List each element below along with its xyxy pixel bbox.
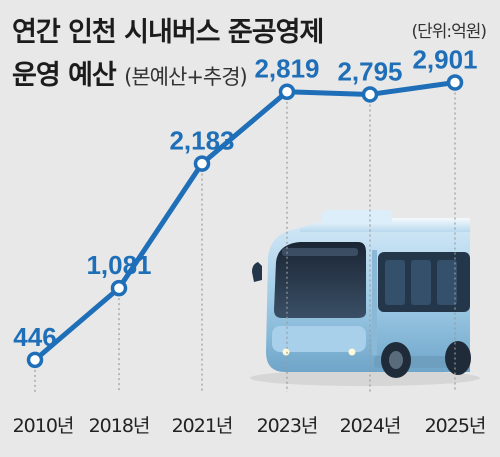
series-line xyxy=(32,79,458,363)
data-label: 1,081 xyxy=(86,250,151,280)
data-label: 2,819 xyxy=(254,54,319,84)
x-tick-label: 2018년 xyxy=(89,415,150,437)
x-tick-label: 2021년 xyxy=(172,415,233,437)
unit-label: (단위:억원) xyxy=(411,22,487,42)
data-label: 446 xyxy=(13,322,56,352)
x-tick-label: 2025년 xyxy=(425,415,486,437)
data-point xyxy=(193,155,211,172)
chart-subtitle: 운영 예산 (본예산+추경) xyxy=(12,53,248,92)
subtitle-note: (본예산+추경) xyxy=(124,65,248,89)
data-point xyxy=(278,83,296,100)
bus-illustration xyxy=(250,210,480,386)
data-label: 2,901 xyxy=(412,44,477,74)
subtitle-main: 운영 예산 xyxy=(12,60,117,91)
data-point xyxy=(361,86,379,103)
data-point xyxy=(110,279,128,297)
value-labels: 446 1,081 2,183 2,819 2,795 2,901 xyxy=(13,44,477,351)
x-tick-label: 2024년 xyxy=(340,415,401,437)
x-tick-label: 2023년 xyxy=(257,415,318,437)
data-point xyxy=(446,74,464,91)
x-axis-ticks: 2010년 2018년 2021년 2023년 2024년 2025년 xyxy=(13,415,487,437)
data-markers xyxy=(26,74,464,369)
chart-title: 연간 인천 시내버스 준공영제 xyxy=(12,17,324,48)
drop-lines xyxy=(34,82,456,392)
data-point xyxy=(26,351,44,369)
data-label: 2,183 xyxy=(169,126,234,156)
data-label: 2,795 xyxy=(337,56,402,86)
x-tick-label: 2010년 xyxy=(13,415,74,437)
